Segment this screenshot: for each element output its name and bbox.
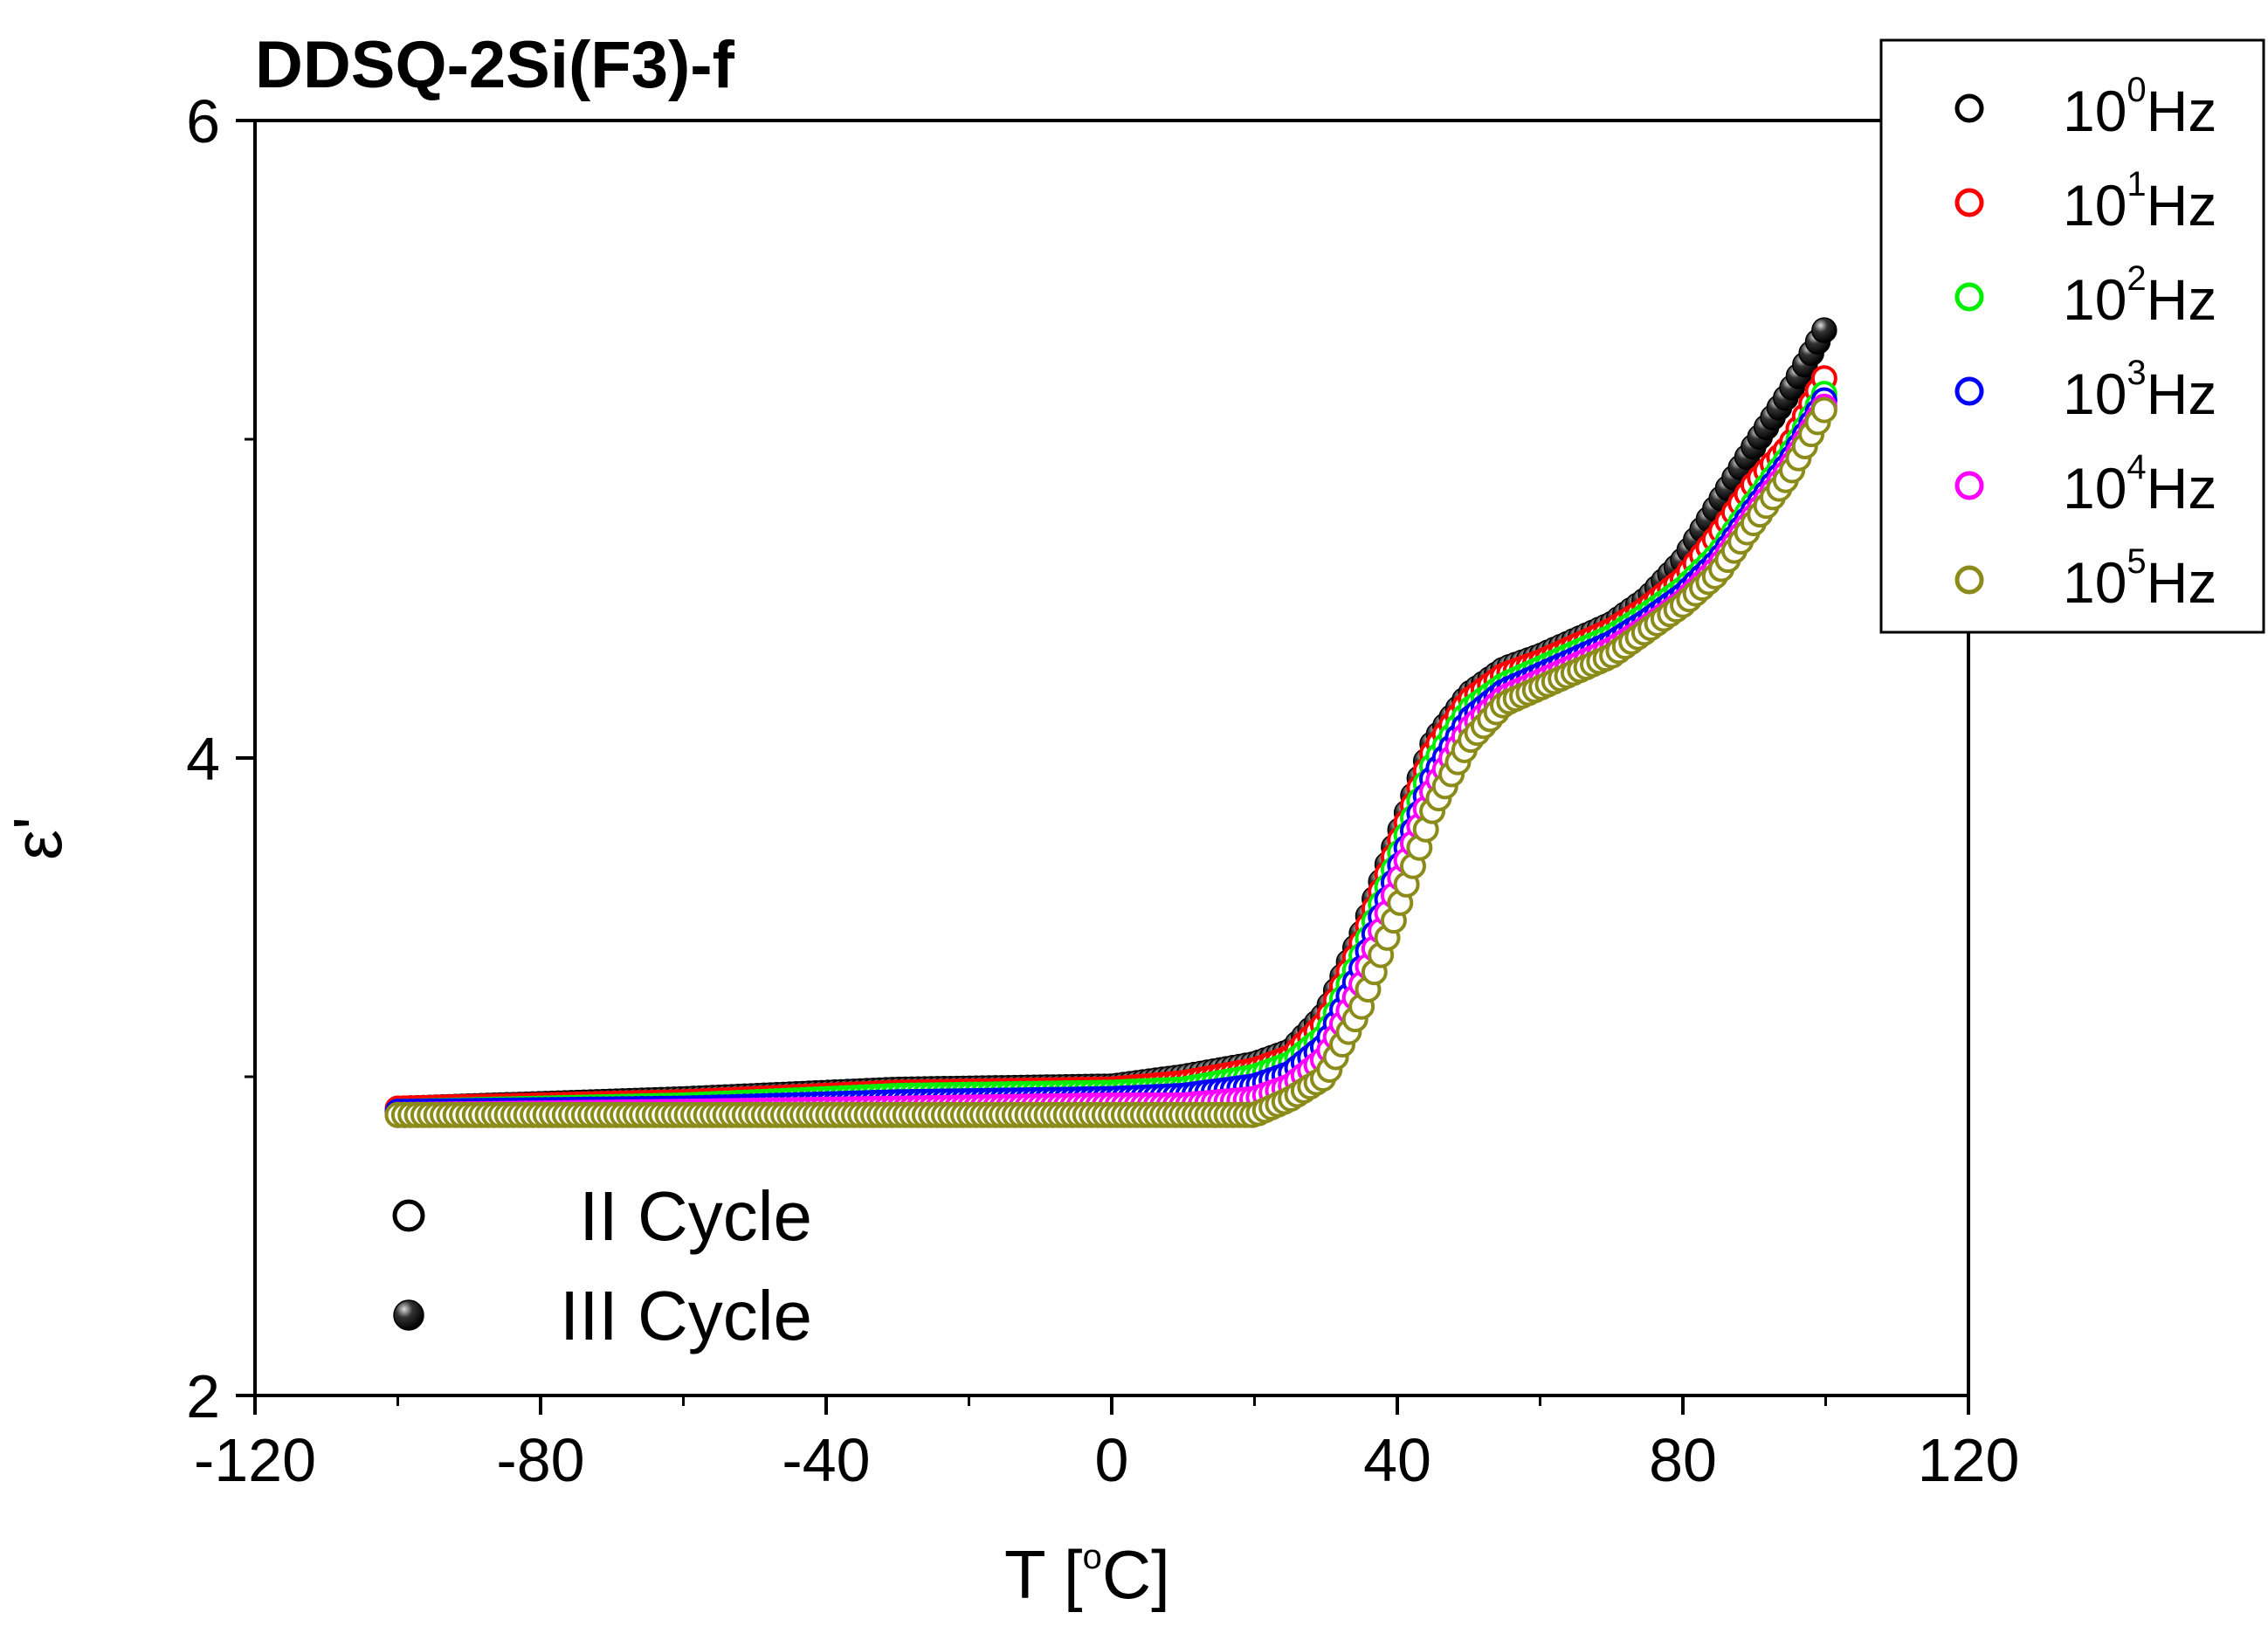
legend-entry: 100Hz [2063, 71, 2216, 143]
y-axis: 2 4 6 [186, 87, 255, 1430]
x-axis: -120 -80 -40 0 40 80 120 [194, 1395, 2019, 1494]
legend-entry: 101Hz [2063, 165, 2216, 238]
y-tick-label: 2 [186, 1362, 220, 1430]
cycle-label: II Cycle [579, 1177, 812, 1255]
data-points [384, 317, 1837, 1128]
legend-marker [1954, 93, 1984, 123]
data-point [1810, 396, 1837, 424]
cycle-label: III Cycle [560, 1277, 812, 1354]
x-axis-label: T [oC] [1004, 1536, 1170, 1613]
x-tick-label: 40 [1363, 1426, 1431, 1494]
y-axis-label: ε' [0, 817, 76, 860]
legend-box [1879, 38, 2265, 634]
series-5 [384, 396, 1837, 1128]
x-tick-label: -120 [194, 1426, 316, 1494]
x-tick-label: 120 [1918, 1426, 2020, 1494]
cycle-marker-filled [393, 1299, 424, 1331]
legend-marker [1954, 376, 1984, 406]
legend-entry: 103Hz [2063, 354, 2216, 426]
legend-entry: 105Hz [2063, 542, 2216, 615]
series-1 [384, 365, 1837, 1122]
series-3 [384, 387, 1837, 1126]
series-4 [384, 393, 1837, 1128]
y-tick-label: 6 [186, 87, 220, 155]
plot-frame [253, 119, 1970, 1397]
legend-marker [1954, 565, 1984, 595]
chart-title: DDSQ-2Si(F3)-f [255, 28, 735, 102]
x-tick-label: 80 [1649, 1426, 1717, 1494]
cycle-marker-open [392, 1199, 425, 1232]
x-tick-label: 0 [1095, 1426, 1129, 1494]
legend-entry: 104Hz [2063, 448, 2216, 520]
legend: 100Hz 101Hz 102Hz 103Hz 104Hz 105Hz [1954, 71, 2216, 615]
legend-marker [1954, 188, 1984, 217]
legend-marker [1954, 282, 1984, 312]
x-tick-label: -80 [496, 1426, 584, 1494]
x-tick-label: -40 [782, 1426, 870, 1494]
series-2 [384, 381, 1837, 1126]
legend-marker [1954, 471, 1984, 500]
series-0 [384, 317, 1837, 1122]
cycle-legend: II Cycle III Cycle [392, 1177, 812, 1354]
data-point [1811, 317, 1837, 343]
legend-entry: 102Hz [2063, 259, 2216, 332]
y-tick-label: 4 [186, 725, 220, 793]
